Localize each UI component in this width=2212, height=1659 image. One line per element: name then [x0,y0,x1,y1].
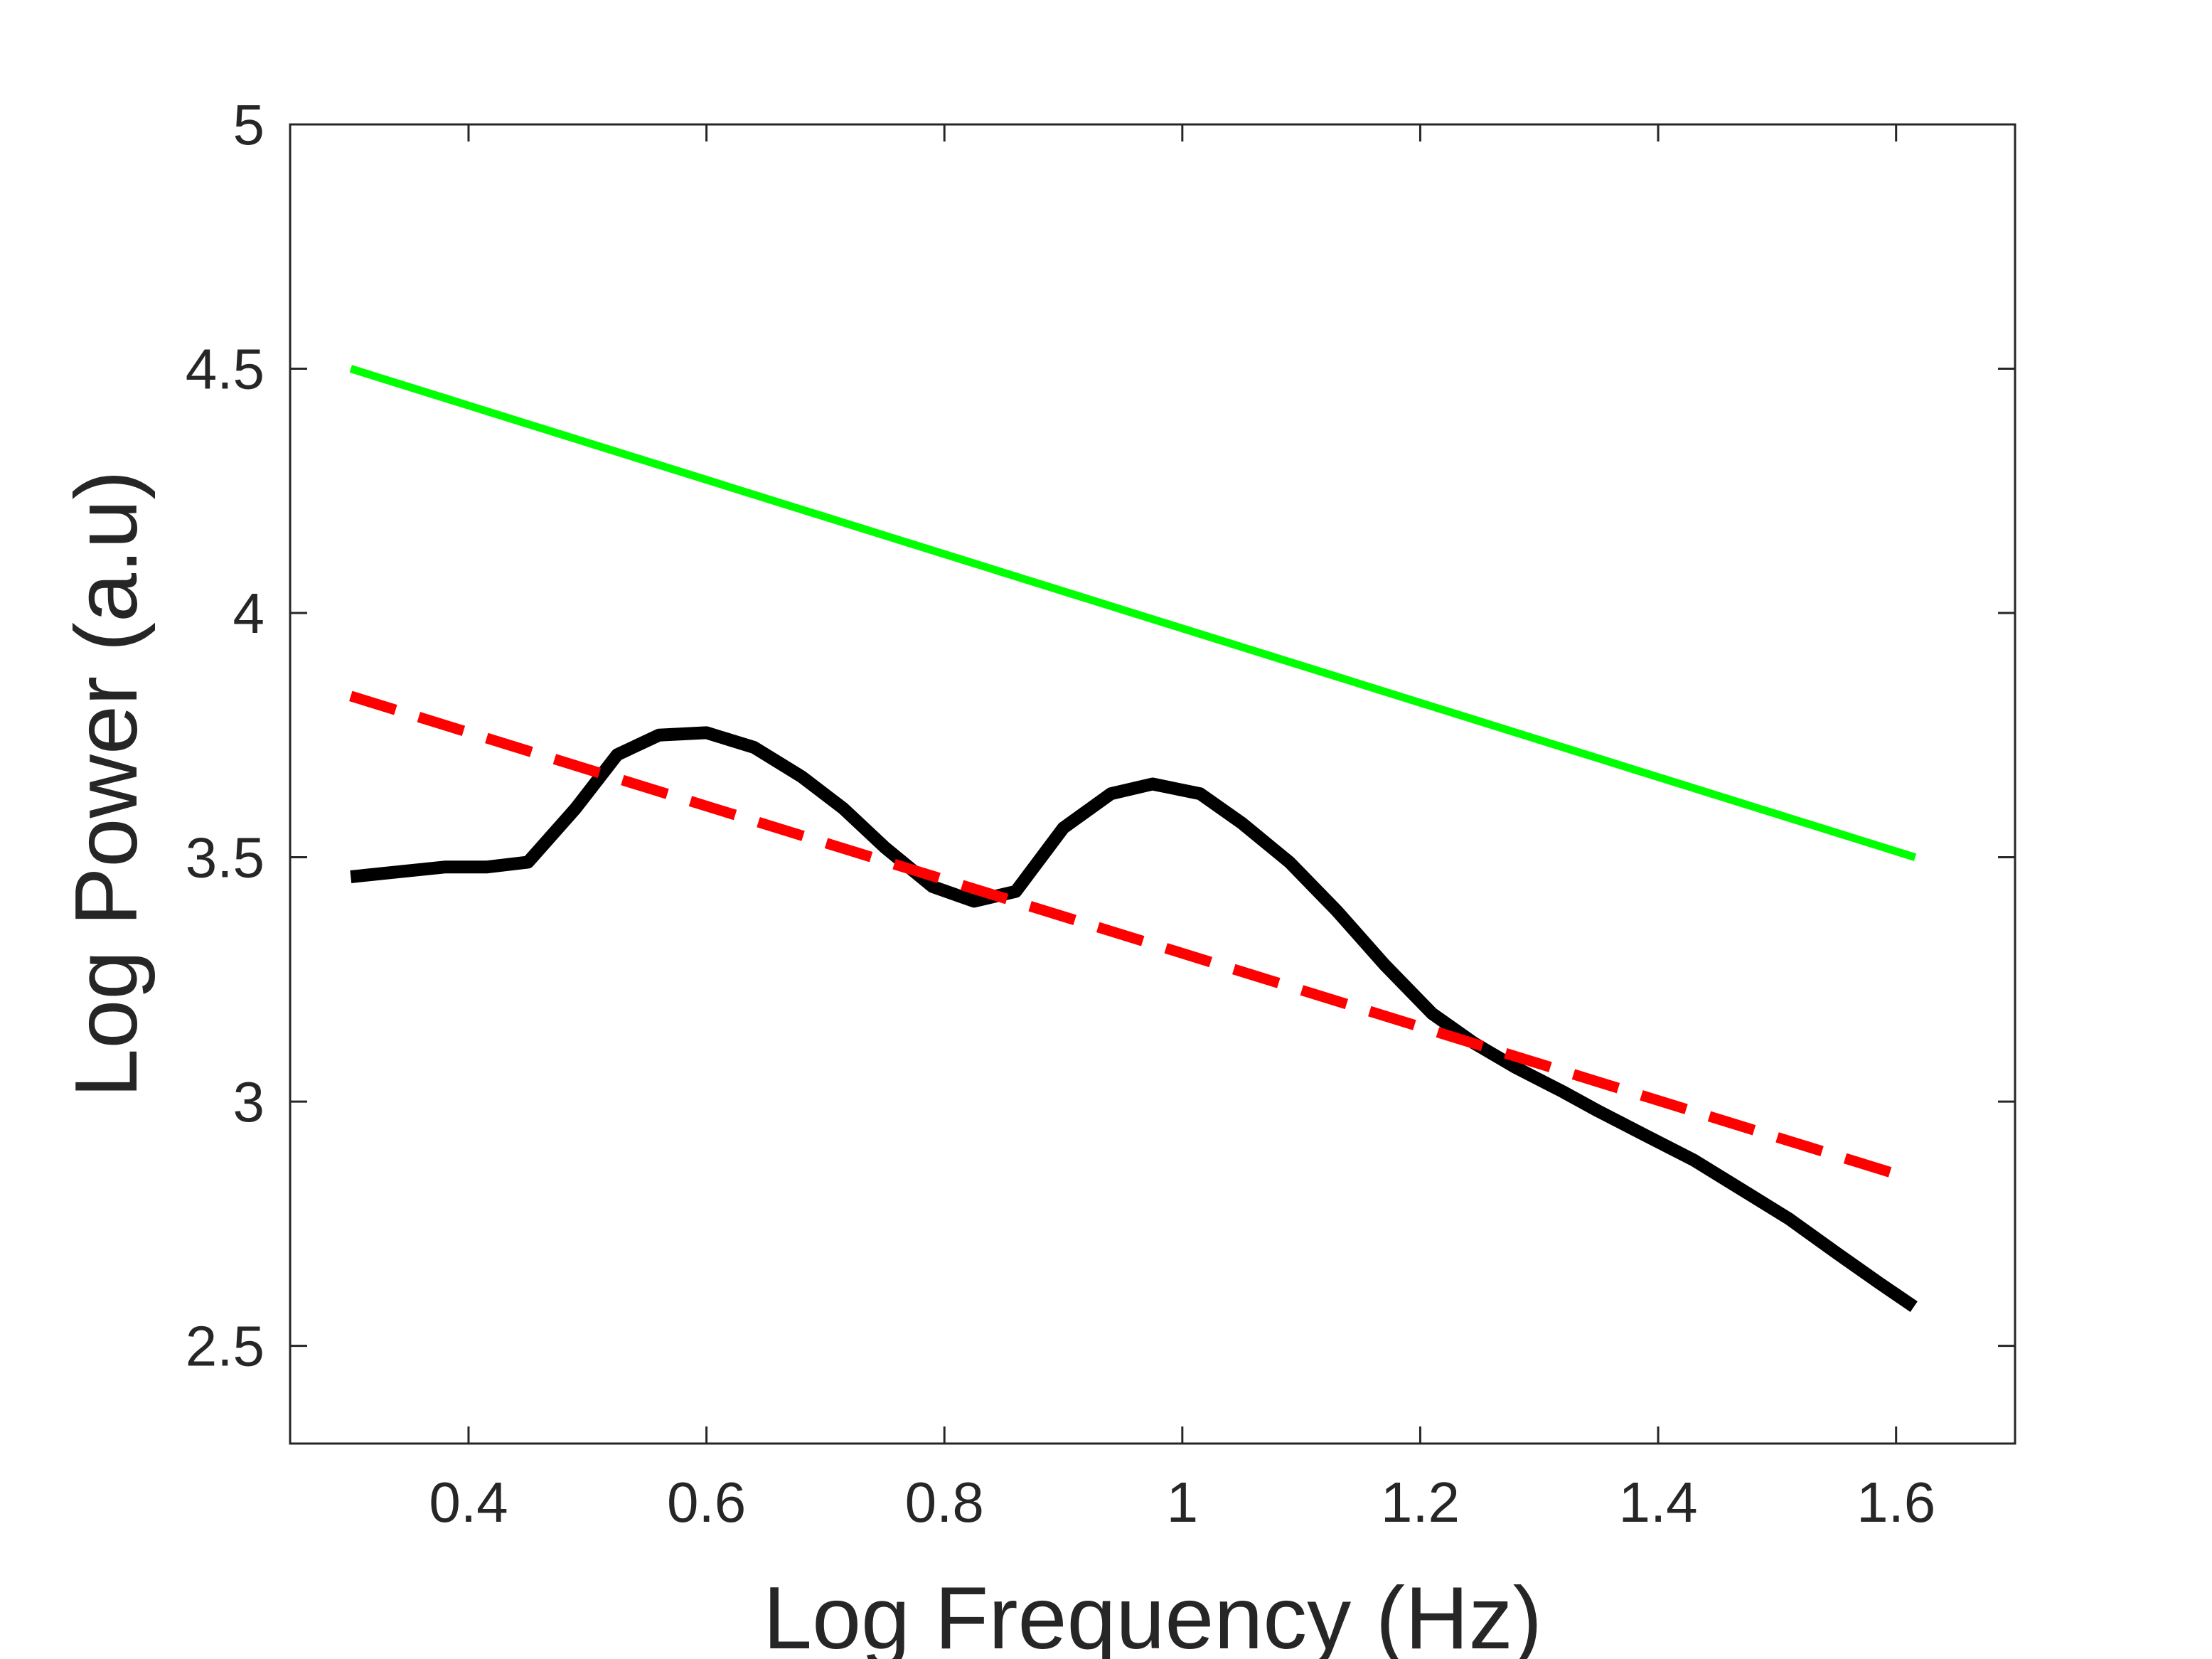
y-tick-label: 3 [233,1070,265,1133]
x-tick-label: 1.4 [1618,1471,1697,1534]
y-tick-label: 4 [233,582,265,645]
labels-layer: 0.4 0.6 0.8 1 1.2 1.4 1.6 2.5 3 3.5 4 4.5 5 [186,93,1936,1534]
x-tick-label: 0.6 [667,1471,746,1534]
series-red-dashed-line [349,690,1901,1180]
y-tick-label: 2.5 [186,1315,265,1378]
series-green-line [349,365,1917,861]
x-tick-label: 1.2 [1381,1471,1460,1534]
series-black-line [350,726,1918,1313]
y-tick-label: 3.5 [186,826,265,890]
x-tick-label: 1 [1167,1471,1199,1534]
x-tick-label: 1.6 [1856,1471,1935,1534]
x-tick-label: 0.8 [905,1471,984,1534]
x-axis-title: Log Frequency (Hz) [763,1569,1542,1659]
plot-frame [289,123,2016,1445]
y-tick-label: 4.5 [186,338,265,401]
series-layer [349,365,1918,1313]
x-tick-label: 0.4 [429,1471,508,1534]
y-tick-label: 5 [233,93,265,156]
y-axis-title: Log Power (a.u) [58,470,156,1097]
